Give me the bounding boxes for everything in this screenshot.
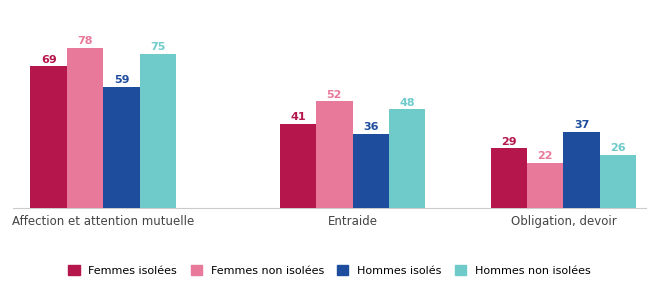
Bar: [490, 149, 527, 208]
Bar: [353, 134, 389, 208]
Bar: [563, 132, 600, 208]
Bar: [389, 110, 425, 208]
Legend: Femmes isolées, Femmes non isolées, Hommes isolés, Hommes non isolées: Femmes isolées, Femmes non isolées, Homm…: [64, 261, 595, 280]
Text: 36: 36: [363, 123, 378, 132]
Text: 69: 69: [41, 55, 57, 65]
Bar: [527, 163, 563, 208]
Text: 48: 48: [399, 98, 415, 108]
Text: 41: 41: [290, 112, 306, 122]
Bar: [316, 101, 353, 208]
Bar: [140, 54, 176, 208]
Bar: [67, 48, 103, 208]
Bar: [279, 124, 316, 208]
Text: 75: 75: [150, 42, 165, 52]
Text: 59: 59: [114, 75, 129, 85]
Text: 37: 37: [574, 121, 589, 130]
Text: 52: 52: [327, 90, 342, 100]
Text: 78: 78: [77, 36, 93, 46]
Text: 29: 29: [501, 137, 517, 147]
Bar: [103, 87, 140, 208]
Text: 22: 22: [538, 151, 553, 161]
Bar: [600, 155, 636, 208]
Bar: [30, 66, 67, 208]
Text: 26: 26: [610, 143, 626, 153]
